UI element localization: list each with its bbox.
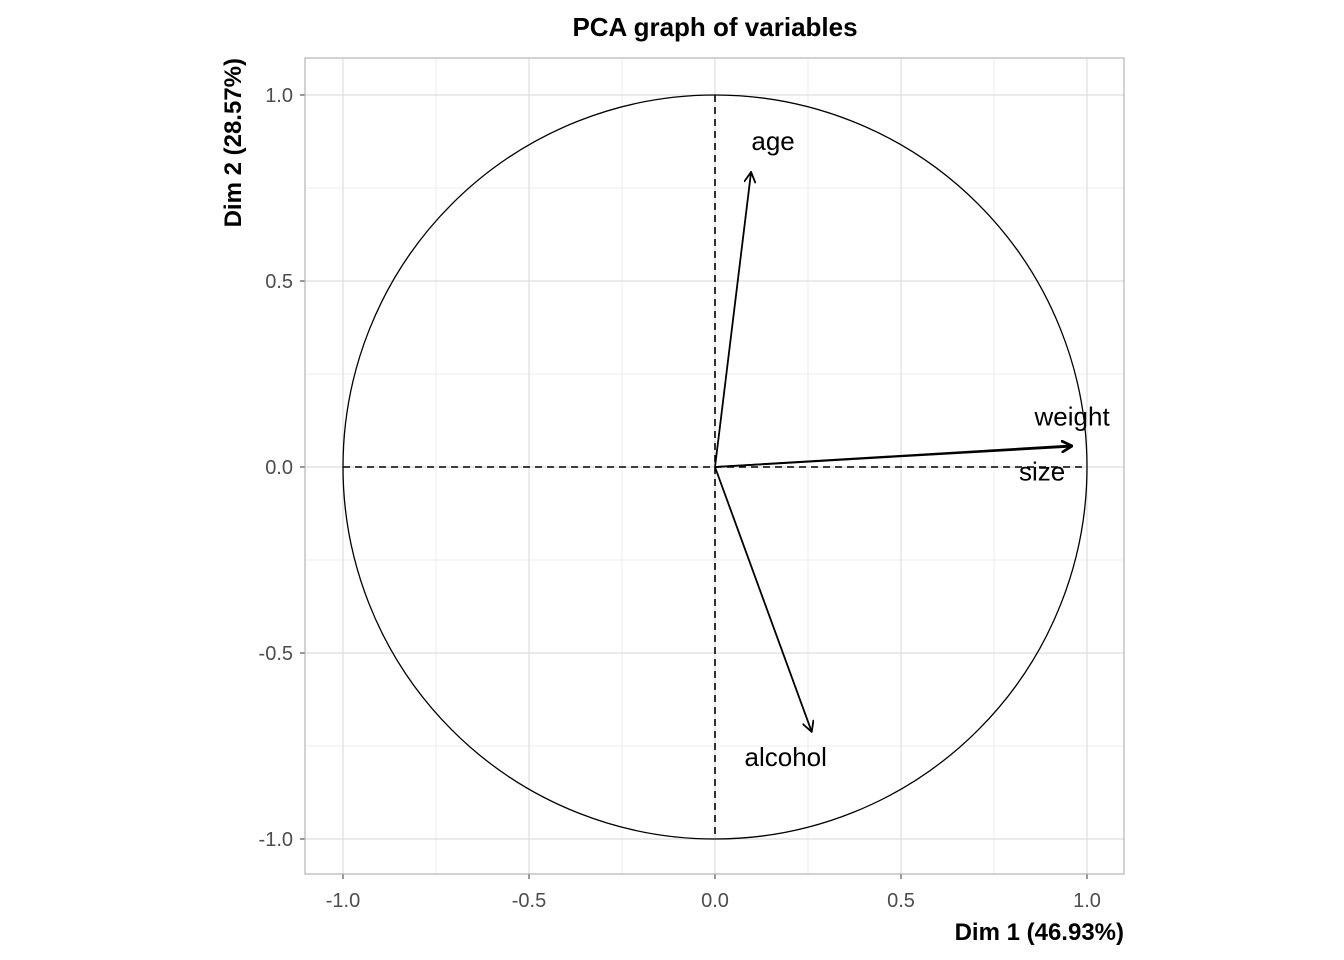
x-tick-label: -0.5 <box>512 890 546 912</box>
variable-label-age: age <box>751 126 794 156</box>
x-tick-label: 0.5 <box>887 890 915 912</box>
y-tick-label: 0.0 <box>265 457 293 479</box>
y-tick-label: -1.0 <box>259 829 293 851</box>
panel-border <box>304 57 1125 875</box>
arrow-age <box>714 172 751 468</box>
x-tick-label: -1.0 <box>326 890 360 912</box>
variable-label-alcohol: alcohol <box>745 742 827 772</box>
variable-label-size: size <box>1019 457 1065 487</box>
y-tick-label: 1.0 <box>265 85 293 107</box>
x-axis-label: Dim 1 (46.93%) <box>955 919 1124 946</box>
variable-label-weight: weight <box>1034 401 1111 431</box>
arrow-alcohol <box>714 466 812 732</box>
y-axis-label: Dim 2 (28.57%) <box>220 58 247 227</box>
x-tick-label: 0.0 <box>701 890 729 912</box>
arrow-size <box>714 447 1072 468</box>
y-tick-label: 0.5 <box>265 271 293 293</box>
x-tick-label: 1.0 <box>1073 890 1101 912</box>
chart-title: PCA graph of variables <box>572 12 857 42</box>
grid-lines: -1.0 -0.5 0.0 0.5 1.0 -1.0 -0.5 0.0 0.5 1.0 <box>259 58 1124 912</box>
y-tick-label: -0.5 <box>259 643 293 665</box>
